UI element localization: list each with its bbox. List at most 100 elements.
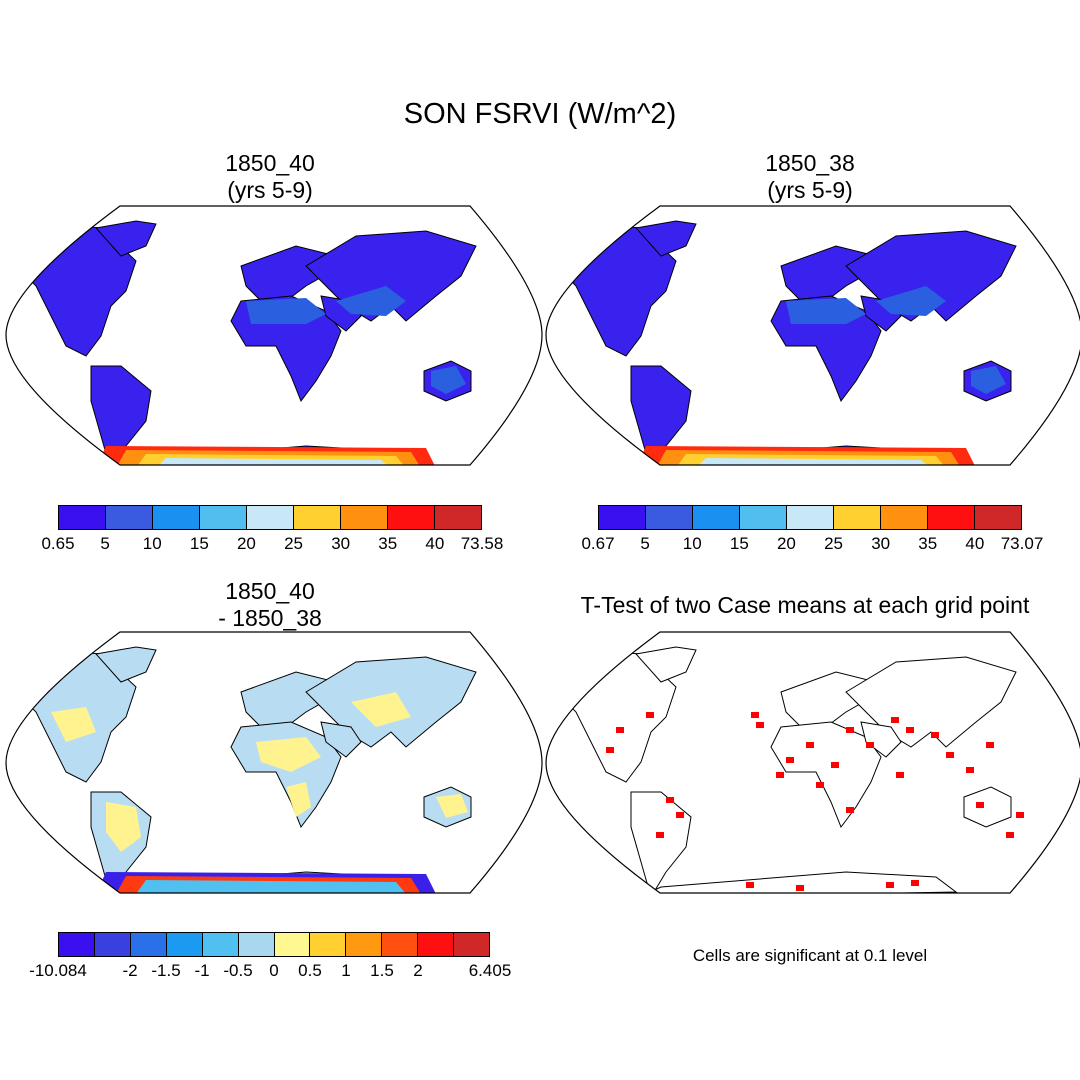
panel-title-case1: 1850_40 (yrs 5-9): [110, 150, 430, 204]
map-case2: [550, 220, 1017, 465]
significant-cell: [806, 742, 814, 748]
antarctica-band: [156, 458, 391, 465]
colorbar-case2-label: 30: [871, 534, 891, 553]
colorbar-case2-label: 0.67: [581, 534, 615, 553]
significant-cell: [911, 880, 919, 886]
colorbar-diff-segment: [274, 933, 311, 956]
colorbar-diff-segment: [59, 933, 95, 956]
colorbar-diff-label: -0.5: [223, 961, 253, 980]
significant-cell: [891, 717, 899, 723]
significant-cell: [676, 812, 684, 818]
colorbar-case1-label: 0.65: [41, 534, 75, 553]
map-case1: [10, 220, 477, 465]
colorbar-case1-label: 40: [425, 534, 445, 553]
colorbar-case2-label: 40: [965, 534, 985, 553]
colorbar-diff: [58, 932, 490, 957]
colorbar-case2-segment: [975, 506, 1021, 529]
panel-title-case2-line2: (yrs 5-9): [767, 177, 853, 203]
significant-cell: [776, 772, 784, 778]
significant-cell: [606, 747, 614, 753]
colorbar-case2-segment: [881, 506, 928, 529]
colorbar-diff-label: -1.5: [151, 961, 181, 980]
panel-title-case1-line1: 1850_40: [225, 150, 315, 176]
significant-cell: [666, 797, 674, 803]
colorbar-case1-label: 35: [378, 534, 398, 553]
colorbar-case2-segment: [599, 506, 646, 529]
colorbar-case1-label: 5: [100, 534, 110, 553]
antarctica-band: [696, 458, 931, 465]
significant-cell: [816, 782, 824, 788]
map-ttest: [550, 646, 1024, 893]
antarctica-band: [136, 880, 406, 893]
significant-cell: [866, 742, 874, 748]
colorbar-case1-label: 15: [189, 534, 209, 553]
significant-cell: [746, 882, 754, 888]
figure-title: SON FSRVI (W/m^2): [403, 98, 677, 130]
colorbar-diff-segment: [202, 933, 239, 956]
panel-title-case1-line2: (yrs 5-9): [227, 177, 313, 203]
colorbar-case1-segment: [388, 506, 435, 529]
significant-cell: [846, 807, 854, 813]
colorbar-diff-segment: [454, 933, 490, 956]
colorbar-diff-segment: [238, 933, 275, 956]
colorbar-diff-segment: [130, 933, 167, 956]
colorbar-case2-label: 5: [640, 534, 650, 553]
colorbar-case1-label: 30: [331, 534, 351, 553]
panel-title-ttest: T-Test of two Case means at each grid po…: [545, 592, 1065, 619]
significant-cell: [646, 712, 654, 718]
significant-cell: [796, 885, 804, 891]
colorbar-diff-label: 0: [269, 961, 279, 980]
colorbar-case1-label: 73.58: [460, 534, 504, 553]
colorbar-case2-label: 15: [729, 534, 749, 553]
colorbar-diff-segment: [310, 933, 347, 956]
significant-cell: [896, 772, 904, 778]
colorbar-case2-segment: [834, 506, 881, 529]
colorbar-case2-segment: [787, 506, 834, 529]
colorbar-case1-segment: [341, 506, 388, 529]
map-diff-frame: [5, 631, 543, 894]
colorbar-case1-segment: [106, 506, 153, 529]
colorbar-case2-label: 73.07: [1000, 534, 1044, 553]
panel-title-diff-line1: 1850_40: [225, 578, 315, 604]
significant-cell: [616, 727, 624, 733]
colorbar-case1-label: 20: [236, 534, 256, 553]
colorbar-case1-segment: [247, 506, 294, 529]
significant-cell: [976, 802, 984, 808]
colorbar-case2-segment: [646, 506, 693, 529]
colorbar-case1: [58, 505, 482, 530]
significant-cell: [946, 752, 954, 758]
colorbar-diff-label: 1: [341, 961, 351, 980]
significant-cell: [846, 727, 854, 733]
significant-cell: [831, 762, 839, 768]
significance-note: Cells are significant at 0.1 level: [692, 946, 928, 965]
significant-cell: [1016, 812, 1024, 818]
significant-cell: [1006, 832, 1014, 838]
panel-title-diff-line2: - 1850_38: [218, 605, 322, 631]
panel-title-case2: 1850_38 (yrs 5-9): [650, 150, 970, 204]
colorbar-diff-segment: [346, 933, 383, 956]
colorbar-diff-segment: [166, 933, 203, 956]
colorbar-diff-segment: [418, 933, 455, 956]
significant-cell: [756, 722, 764, 728]
colorbar-case2-segment: [928, 506, 975, 529]
colorbar-case2-label: 20: [776, 534, 796, 553]
significant-cell: [931, 732, 939, 738]
colorbar-diff-label: -10.084: [29, 961, 87, 980]
panel-title-diff: 1850_40 - 1850_38: [110, 578, 430, 632]
panel-title-ttest-line1: T-Test of two Case means at each grid po…: [580, 592, 1030, 618]
colorbar-diff-label: -1: [194, 961, 210, 980]
colorbar-case1-label: 25: [284, 534, 304, 553]
colorbar-case2-label: 10: [682, 534, 702, 553]
colorbar-diff-label: 0.5: [298, 961, 322, 980]
colorbar-diff-segment: [94, 933, 131, 956]
map-ttest-frame: [545, 631, 1080, 894]
colorbar-case2-label: 35: [918, 534, 938, 553]
colorbar-diff-label: 1.5: [370, 961, 394, 980]
map-diff: [10, 646, 477, 893]
colorbar-diff-segment: [382, 933, 419, 956]
colorbar-case1-segment: [435, 506, 481, 529]
map-case2-frame: [545, 205, 1080, 466]
colorbar-case1-label: 10: [142, 534, 162, 553]
colorbar-case2-segment: [693, 506, 740, 529]
